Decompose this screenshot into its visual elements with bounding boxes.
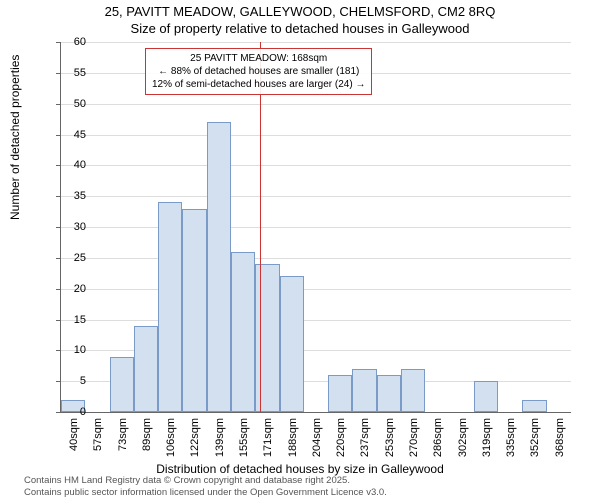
title-line1: 25, PAVITT MEADOW, GALLEYWOOD, CHELMSFOR… xyxy=(105,4,496,19)
x-axis-label: Distribution of detached houses by size … xyxy=(0,462,600,476)
gridline xyxy=(61,165,571,166)
histogram-bar xyxy=(522,400,546,412)
ytick-label: 10 xyxy=(56,344,86,356)
histogram-bar xyxy=(352,369,376,412)
footer-line1: Contains HM Land Registry data © Crown c… xyxy=(24,475,350,486)
xtick-label: 319sqm xyxy=(481,418,493,458)
xtick-label: 286sqm xyxy=(432,418,444,458)
histogram-bar xyxy=(207,122,231,412)
xtick-label: 139sqm xyxy=(214,418,226,458)
histogram-bar xyxy=(134,326,158,412)
gridline xyxy=(61,320,571,321)
xtick-label: 73sqm xyxy=(117,418,129,458)
annotation-box: 25 PAVITT MEADOW: 168sqm ← 88% of detache… xyxy=(145,48,372,95)
ytick-label: 25 xyxy=(56,252,86,264)
xtick-label: 57sqm xyxy=(92,418,104,458)
ytick-label: 30 xyxy=(56,221,86,233)
xtick-label: 89sqm xyxy=(141,418,153,458)
ytick-label: 35 xyxy=(56,190,86,202)
annotation-line1: 25 PAVITT MEADOW: 168sqm xyxy=(190,53,327,64)
xtick-label: 155sqm xyxy=(238,418,250,458)
xtick-label: 122sqm xyxy=(189,418,201,458)
histogram-bar xyxy=(280,276,304,412)
xtick-label: 204sqm xyxy=(311,418,323,458)
ytick-label: 20 xyxy=(56,283,86,295)
xtick-label: 171sqm xyxy=(262,418,274,458)
gridline xyxy=(61,258,571,259)
reference-line xyxy=(260,42,261,412)
title-line2: Size of property relative to detached ho… xyxy=(131,21,470,36)
histogram-bar xyxy=(401,369,425,412)
gridline xyxy=(61,196,571,197)
histogram-bar xyxy=(231,252,255,412)
footer-attribution: Contains HM Land Registry data © Crown c… xyxy=(24,475,387,498)
xtick-label: 237sqm xyxy=(359,418,371,458)
xtick-label: 302sqm xyxy=(457,418,469,458)
xtick-label: 106sqm xyxy=(165,418,177,458)
histogram-bar xyxy=(328,375,352,412)
ytick-label: 40 xyxy=(56,159,86,171)
annotation-line3: 12% of semi-detached houses are larger (… xyxy=(152,79,365,90)
ytick-label: 55 xyxy=(56,67,86,79)
ytick-label: 5 xyxy=(56,375,86,387)
histogram-bar xyxy=(158,202,182,412)
annotation-line2: ← 88% of detached houses are smaller (18… xyxy=(158,66,359,77)
footer-line2: Contains public sector information licen… xyxy=(24,487,387,498)
xtick-label: 270sqm xyxy=(408,418,420,458)
histogram-bar xyxy=(110,357,134,413)
xtick-label: 335sqm xyxy=(505,418,517,458)
ytick-label: 50 xyxy=(56,98,86,110)
gridline xyxy=(61,135,571,136)
ytick-label: 45 xyxy=(56,129,86,141)
gridline xyxy=(61,227,571,228)
xtick-label: 352sqm xyxy=(529,418,541,458)
y-axis-label: Number of detached properties xyxy=(8,55,22,220)
ytick-label: 60 xyxy=(56,36,86,48)
xtick-label: 220sqm xyxy=(335,418,347,458)
ytick-label: 0 xyxy=(56,406,86,418)
gridline xyxy=(61,104,571,105)
xtick-label: 368sqm xyxy=(554,418,566,458)
histogram-bar xyxy=(182,209,206,413)
plot-area: 25 PAVITT MEADOW: 168sqm ← 88% of detache… xyxy=(60,42,571,413)
chart-title: 25, PAVITT MEADOW, GALLEYWOOD, CHELMSFOR… xyxy=(0,0,600,38)
gridline xyxy=(61,289,571,290)
chart-container: 25, PAVITT MEADOW, GALLEYWOOD, CHELMSFOR… xyxy=(0,0,600,500)
histogram-bar xyxy=(377,375,401,412)
histogram-bar xyxy=(474,381,498,412)
xtick-label: 188sqm xyxy=(287,418,299,458)
xtick-label: 40sqm xyxy=(68,418,80,458)
xtick-label: 253sqm xyxy=(384,418,396,458)
gridline xyxy=(61,42,571,43)
ytick-label: 15 xyxy=(56,314,86,326)
